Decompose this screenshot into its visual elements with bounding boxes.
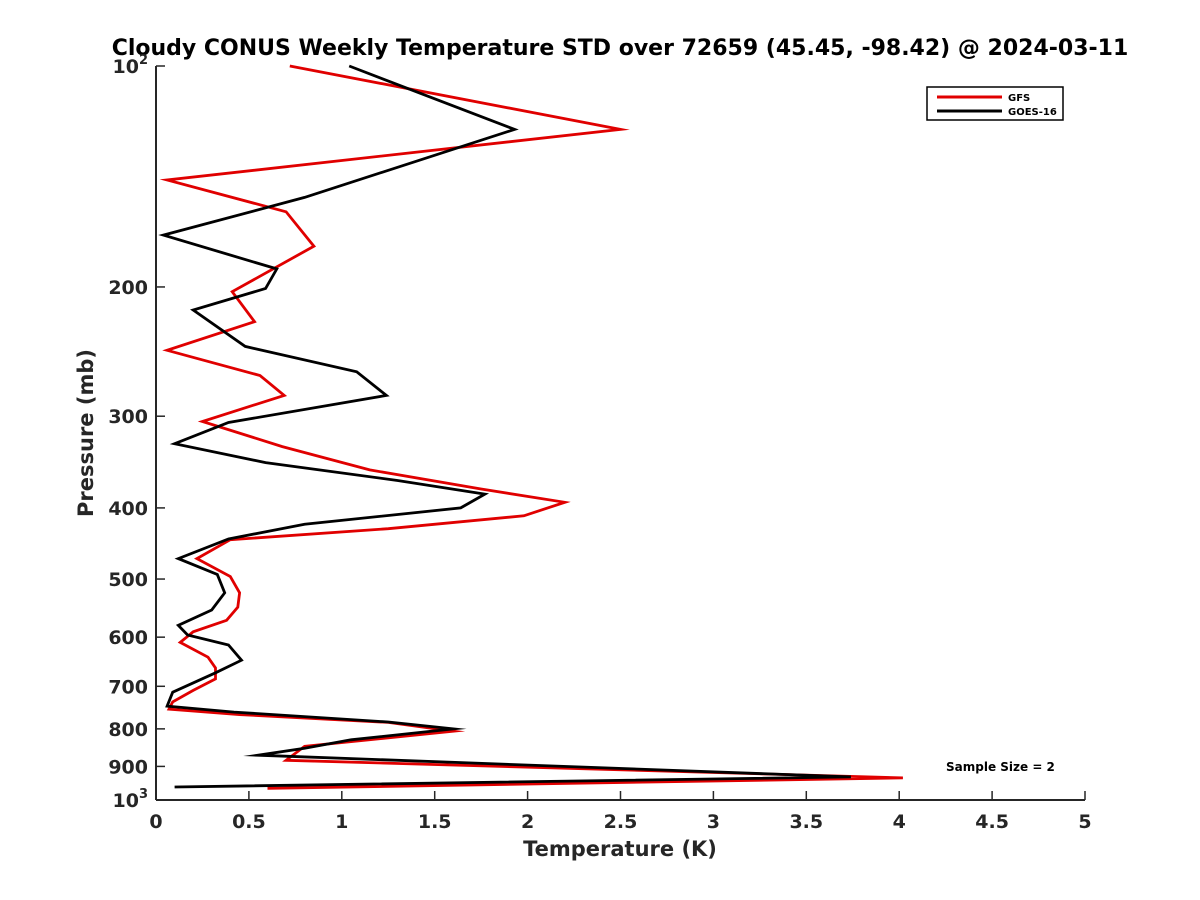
x-tick-label: 0.5 (232, 811, 266, 833)
y-axis-ticks: 102 200 300 400 500 600 700 800 900 103 (108, 53, 165, 812)
x-axis-label: Temperature (K) (523, 837, 717, 861)
x-tick-label: 4 (893, 811, 906, 833)
y-tick-label: 400 (108, 498, 148, 520)
x-tick-label: 1 (335, 811, 348, 833)
y-tick-label: 600 (108, 627, 148, 649)
x-tick-label: 2.5 (604, 811, 638, 833)
x-tick-label: 5 (1078, 811, 1091, 833)
x-tick-label: 4.5 (975, 811, 1009, 833)
legend-box (926, 86, 1064, 121)
legend: GFS GOES-16 (926, 86, 1064, 121)
series-line-gfs (159, 64, 903, 790)
x-tick-label: 2 (521, 811, 534, 833)
x-tick-label: 3 (707, 811, 720, 833)
y-tick-label: 500 (108, 569, 148, 591)
x-tick-label: 0 (149, 811, 162, 833)
series-layer (158, 64, 903, 790)
y-tick-label: 900 (108, 756, 148, 778)
y-axis-label: Pressure (mb) (74, 349, 98, 517)
sample-size-annotation: Sample Size = 2 (946, 760, 1055, 774)
y-tick-label: 200 (108, 277, 148, 299)
chart-title: Cloudy CONUS Weekly Temperature STD over… (112, 36, 1129, 61)
y-tick-label: 103 (113, 787, 149, 812)
y-tick-label: 300 (108, 406, 148, 428)
legend-label-goes16: GOES-16 (1008, 107, 1057, 118)
plot-area (156, 66, 1085, 800)
x-tick-label: 1.5 (418, 811, 452, 833)
y-tick-label: 102 (113, 53, 149, 78)
y-tick-label: 800 (108, 719, 148, 741)
series-line-goes16 (158, 64, 851, 789)
x-axis-ticks: 0 0.5 1 1.5 2 2.5 3 3.5 4 4.5 5 (149, 791, 1092, 833)
x-tick-label: 3.5 (789, 811, 823, 833)
legend-label-gfs: GFS (1008, 93, 1030, 104)
y-tick-label: 700 (108, 676, 148, 698)
